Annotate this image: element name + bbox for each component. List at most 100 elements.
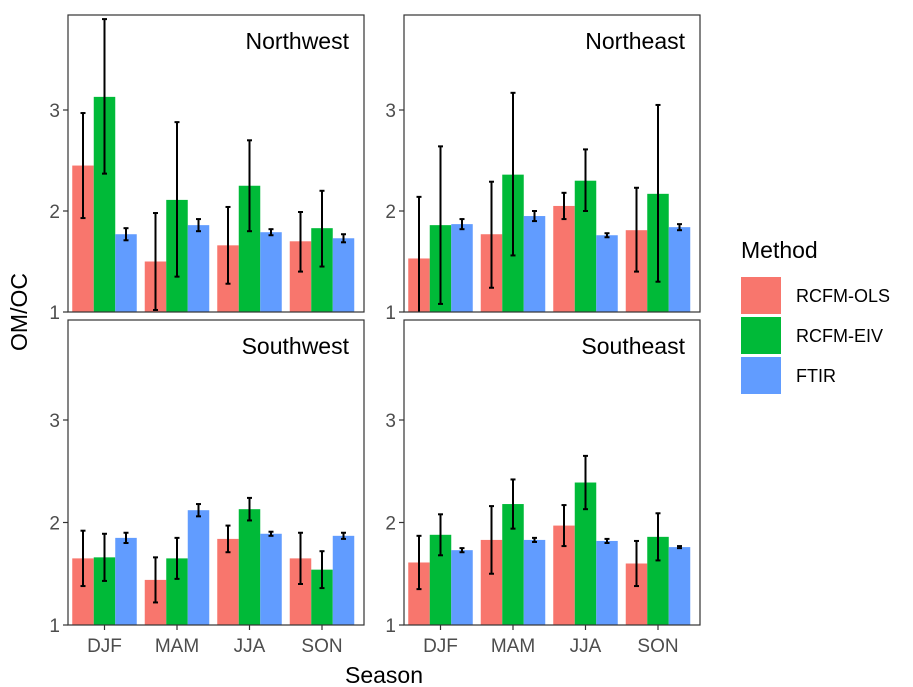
error-bar-southeast-djf-ftir — [459, 547, 465, 554]
legend-key-rcfm-ols — [741, 277, 781, 314]
y-tick-label: 3 — [49, 411, 60, 432]
bar-southwest-jja-rcfm-eiv — [238, 509, 261, 625]
x-tick-label-son: SON — [301, 636, 342, 657]
error-bar-southwest-jja-rcfm-eiv — [247, 496, 252, 522]
x-tick-label-djf: DJF — [87, 636, 122, 657]
bar-northwest-jja-rcfm-eiv — [238, 185, 261, 312]
error-bar-northwest-jja-rcfm-eiv — [247, 139, 252, 233]
bar-northwest-jja-ftir — [260, 232, 282, 312]
error-bar-southeast-mam-rcfm-eiv — [510, 478, 516, 530]
error-bar-southeast-mam-ftir — [532, 536, 537, 543]
error-bar-northeast-son-rcfm-ols — [634, 186, 639, 273]
error-bar-northeast-djf-rcfm-eiv — [438, 145, 443, 305]
bar-southeast-mam-ftir — [523, 539, 546, 625]
x-tick-label-son: SON — [637, 636, 678, 657]
bar-northwest-son-ftir — [332, 238, 355, 312]
error-bar-northeast-mam-rcfm-ols — [489, 180, 494, 289]
error-bar-northwest-son-rcfm-eiv — [319, 189, 325, 268]
error-bar-northeast-mam-rcfm-eiv — [510, 91, 516, 257]
bar-southeast-son-ftir — [668, 547, 691, 625]
bar-northwest-djf-rcfm-eiv — [93, 96, 116, 312]
legend-key-rcfm-eiv — [741, 317, 781, 354]
bar-southwest-son-rcfm-ols — [289, 558, 312, 625]
bar-southwest-jja-ftir — [260, 533, 282, 625]
bar-northeast-son-ftir — [668, 227, 691, 312]
facet-label-southeast: Southeast — [581, 333, 685, 359]
bar-northeast-jja-rcfm-eiv — [574, 180, 597, 312]
error-bar-northeast-son-rcfm-eiv — [655, 103, 661, 283]
error-bar-southwest-djf-rcfm-eiv — [102, 532, 107, 582]
error-bar-southeast-jja-rcfm-ols — [561, 504, 567, 548]
bar-southeast-mam-rcfm-eiv — [502, 504, 524, 625]
x-tick-label-mam: MAM — [155, 636, 199, 657]
error-bar-southeast-jja-rcfm-eiv — [583, 454, 588, 511]
legend-label-ftir: FTIR — [796, 366, 836, 386]
panel-marks — [408, 454, 691, 625]
bar-southwest-mam-rcfm-eiv — [166, 558, 188, 625]
error-bar-southwest-djf-ftir — [123, 531, 129, 544]
bar-northeast-mam-ftir — [523, 216, 546, 312]
facet-label-northeast: Northeast — [585, 28, 685, 54]
bar-southeast-jja-ftir — [596, 540, 618, 625]
error-bar-northwest-son-rcfm-ols — [298, 211, 303, 273]
error-bar-southeast-mam-rcfm-ols — [489, 505, 494, 575]
error-bar-southeast-son-ftir — [677, 545, 682, 550]
bar-southwest-djf-rcfm-eiv — [93, 557, 116, 625]
panel-marks — [72, 496, 355, 625]
error-bar-northwest-mam-ftir — [196, 218, 201, 233]
facet-label-northwest: Northwest — [245, 28, 349, 54]
y-tick-label: 3 — [49, 101, 60, 122]
error-bar-southwest-jja-ftir — [268, 530, 274, 537]
bar-southwest-djf-ftir — [115, 537, 137, 625]
bar-southeast-son-rcfm-eiv — [647, 536, 669, 625]
bar-northeast-djf-ftir — [451, 224, 473, 312]
error-bar-southwest-djf-rcfm-ols — [80, 529, 86, 588]
legend: Method RCFM-OLS RCFM-EIV FTIR — [741, 237, 890, 394]
panel-marks — [408, 91, 691, 312]
facet-label-southwest: Southwest — [242, 333, 350, 359]
bar-southeast-djf-rcfm-ols — [408, 562, 430, 625]
bar-southwest-djf-rcfm-ols — [72, 558, 94, 625]
error-bar-southwest-mam-rcfm-eiv — [174, 536, 180, 580]
panel-border — [67, 14, 365, 313]
x-axis-title: Season — [345, 662, 423, 687]
error-bar-southeast-jja-ftir — [604, 537, 610, 544]
panel-border — [403, 14, 701, 313]
error-bar-northeast-djf-rcfm-ols — [416, 195, 422, 312]
y-tick-label: 1 — [49, 303, 60, 324]
panel-layer: Northwest 1 2 3 Northeast 1 2 3 Southwest 1 2 3 DJF M… — [49, 14, 701, 657]
error-bar-northeast-jja-rcfm-eiv — [583, 148, 588, 212]
y-tick-label: 1 — [49, 616, 60, 637]
panel-northwest: Northwest 1 2 3 — [49, 14, 365, 324]
bar-southeast-jja-rcfm-ols — [553, 525, 575, 625]
legend-label-rcfm-ols: RCFM-OLS — [796, 286, 890, 306]
error-bar-southwest-son-rcfm-ols — [298, 531, 303, 585]
bar-northwest-djf-rcfm-ols — [72, 165, 94, 312]
error-bar-northwest-mam-rcfm-ols — [153, 212, 158, 311]
error-bar-northeast-jja-ftir — [604, 232, 610, 239]
y-tick-label: 2 — [49, 202, 60, 223]
bar-southeast-son-rcfm-ols — [625, 563, 648, 625]
panel-border — [67, 319, 365, 626]
error-bar-southwest-son-ftir — [341, 531, 346, 540]
panel-northeast: Northeast 1 2 3 — [385, 14, 701, 324]
error-bar-northeast-djf-ftir — [459, 218, 465, 231]
y-tick-label: 1 — [385, 303, 396, 324]
legend-entry-rcfm-eiv: RCFM-EIV — [741, 317, 883, 354]
bar-northwest-son-rcfm-ols — [289, 241, 312, 312]
bar-northeast-jja-ftir — [596, 235, 618, 312]
error-bar-southeast-djf-rcfm-eiv — [438, 513, 443, 557]
error-bar-southwest-jja-rcfm-ols — [225, 524, 231, 554]
error-bar-northeast-mam-ftir — [532, 210, 537, 223]
x-tick-label-djf: DJF — [423, 636, 458, 657]
error-bar-northeast-son-ftir — [677, 223, 682, 232]
error-bar-southeast-djf-rcfm-ols — [416, 534, 422, 591]
bar-southeast-djf-rcfm-eiv — [429, 534, 452, 625]
bar-southwest-son-ftir — [332, 535, 355, 625]
error-bar-southwest-mam-ftir — [196, 503, 201, 518]
error-bar-northwest-mam-rcfm-eiv — [174, 121, 180, 278]
error-bar-southwest-mam-rcfm-ols — [153, 556, 158, 604]
y-tick-label: 2 — [49, 514, 60, 535]
error-bar-northwest-son-ftir — [341, 233, 346, 244]
